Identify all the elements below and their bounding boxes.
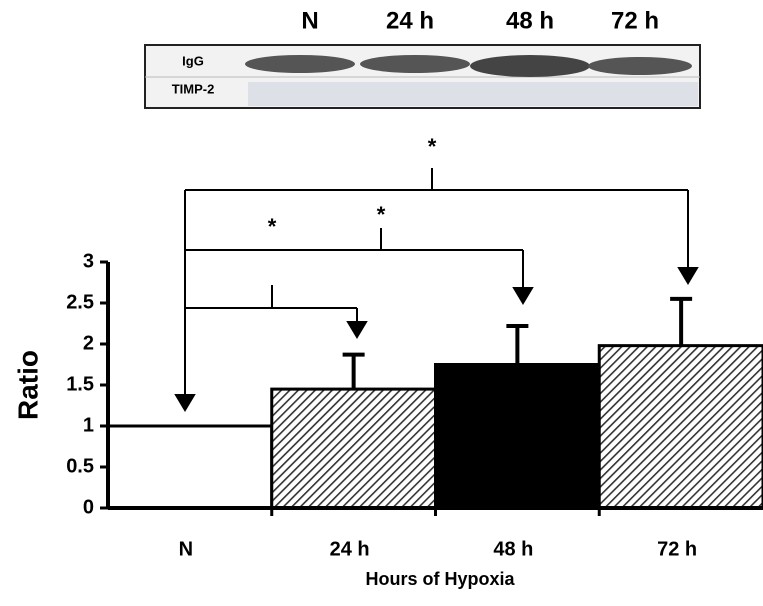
x-axis-label: Hours of Hypoxia: [365, 569, 515, 589]
y-tick-label: 3: [83, 250, 94, 272]
y-axis-label: Ratio: [12, 350, 43, 420]
bar: [436, 365, 600, 509]
lane-label: 48 h: [506, 7, 554, 34]
lane-label: 72 h: [611, 7, 659, 34]
lane-label: N: [301, 7, 318, 34]
bar: [108, 426, 272, 508]
y-tick-label: 1.5: [66, 373, 94, 395]
western-blot: [145, 45, 700, 108]
y-tick-label: 1: [83, 414, 94, 436]
y-tick-label: 0: [83, 496, 94, 518]
blot-row-label: TIMP-2: [172, 81, 215, 96]
x-tick-label: 72 h: [657, 538, 697, 560]
bar: [272, 389, 436, 508]
blot-row-label: IgG: [182, 53, 204, 68]
significance-star: *: [428, 134, 437, 159]
y-tick-label: 0.5: [66, 455, 94, 477]
significance-star: *: [268, 214, 277, 239]
y-tick-label: 2.5: [66, 291, 94, 313]
significance-star: *: [377, 202, 386, 227]
x-tick-label: 24 h: [330, 538, 370, 560]
y-tick-label: 2: [83, 332, 94, 354]
figure: N 24 h 48 h 72 h IgG TIMP-2 Ratio Hours …: [0, 0, 763, 601]
lane-label: 24 h: [386, 7, 434, 34]
bar: [599, 346, 763, 508]
x-tick-label: 48 h: [493, 538, 533, 560]
x-tick-label: N: [179, 538, 193, 560]
